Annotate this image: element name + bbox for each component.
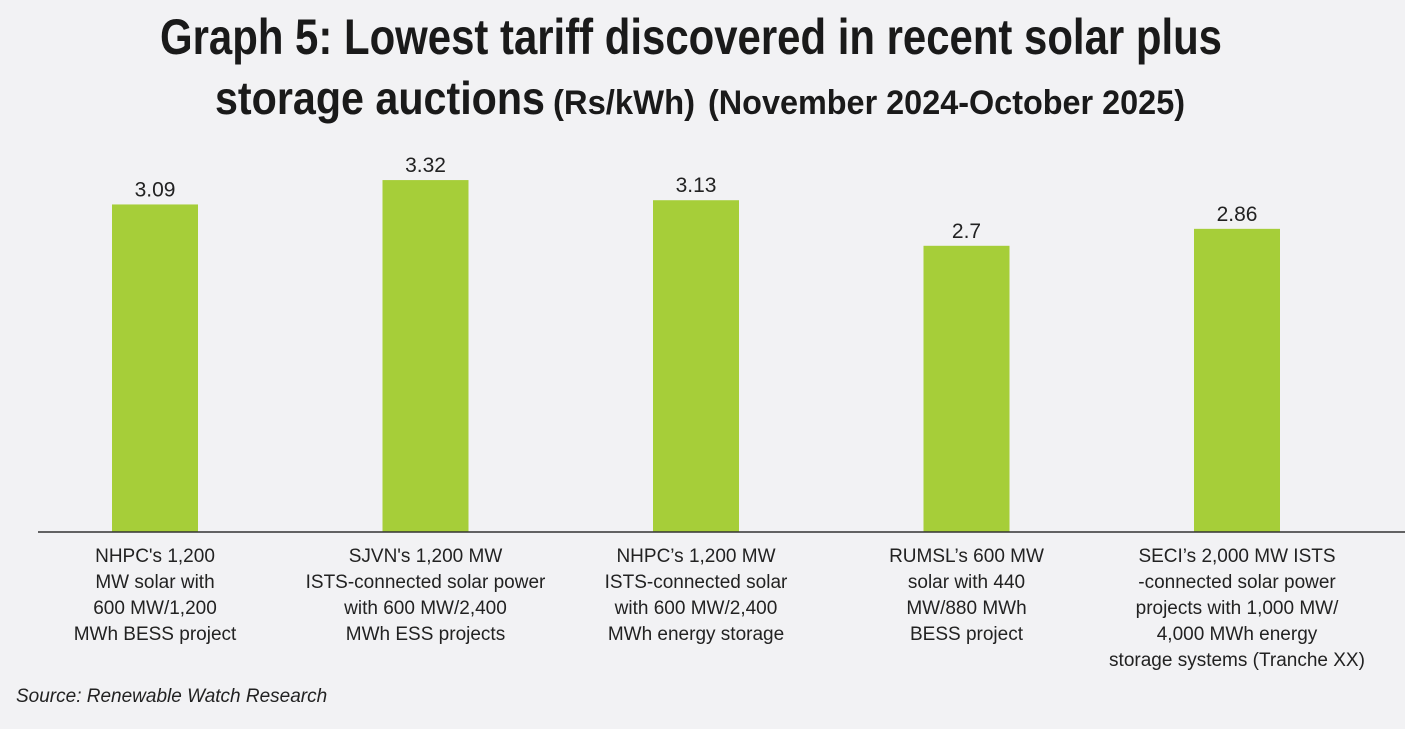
category-label: MWh ESS projects: [346, 624, 505, 645]
value-label: 3.13: [676, 174, 717, 197]
value-label: 2.7: [952, 220, 981, 243]
chart-period: (November 2024-October 2025): [708, 84, 1185, 122]
chart-unit: (Rs/kWh): [553, 84, 695, 122]
chart-title-line2: storage auctions: [215, 72, 545, 124]
bar-1: [382, 180, 469, 532]
category-label: RUMSL’s 600 MW: [889, 546, 1044, 567]
value-label: 3.32: [405, 154, 446, 177]
category-label: 4,000 MWh energy: [1157, 624, 1318, 645]
category-label: NHPC’s 1,200 MW: [616, 546, 775, 567]
category-label: MWh energy storage: [608, 624, 784, 645]
chart-title: Graph 5: Lowest tariff discovered in rec…: [160, 9, 1222, 65]
category-label: with 600 MW/2,400: [614, 598, 778, 619]
source-note: Source: Renewable Watch Research: [16, 686, 327, 707]
value-label: 2.86: [1217, 203, 1258, 226]
category-label: ISTS-connected solar: [605, 572, 788, 593]
category-label: MWh BESS project: [74, 624, 237, 645]
bar-2: [653, 200, 739, 532]
category-label: with 600 MW/2,400: [343, 598, 507, 619]
category-label: ISTS-connected solar power: [306, 572, 546, 593]
category-label: BESS project: [910, 624, 1024, 645]
category-label: solar with 440: [908, 572, 1025, 593]
bar-4: [1194, 228, 1280, 532]
category-label: MW/880 MWh: [906, 598, 1026, 619]
category-label: projects with 1,000 MW/: [1136, 598, 1339, 619]
category-label: SECI’s 2,000 MW ISTS: [1138, 546, 1335, 567]
bar-3: [923, 245, 1010, 533]
category-label: storage systems (Tranche XX): [1109, 650, 1365, 671]
category-label: 600 MW/1,200: [93, 598, 217, 619]
category-label: SJVN's 1,200 MW: [349, 546, 503, 567]
bar-0: [112, 204, 198, 532]
value-label: 3.09: [135, 178, 176, 201]
category-label: NHPC's 1,200: [95, 546, 215, 567]
category-label: MW solar with: [95, 572, 214, 593]
category-label: -connected solar power: [1138, 572, 1336, 593]
